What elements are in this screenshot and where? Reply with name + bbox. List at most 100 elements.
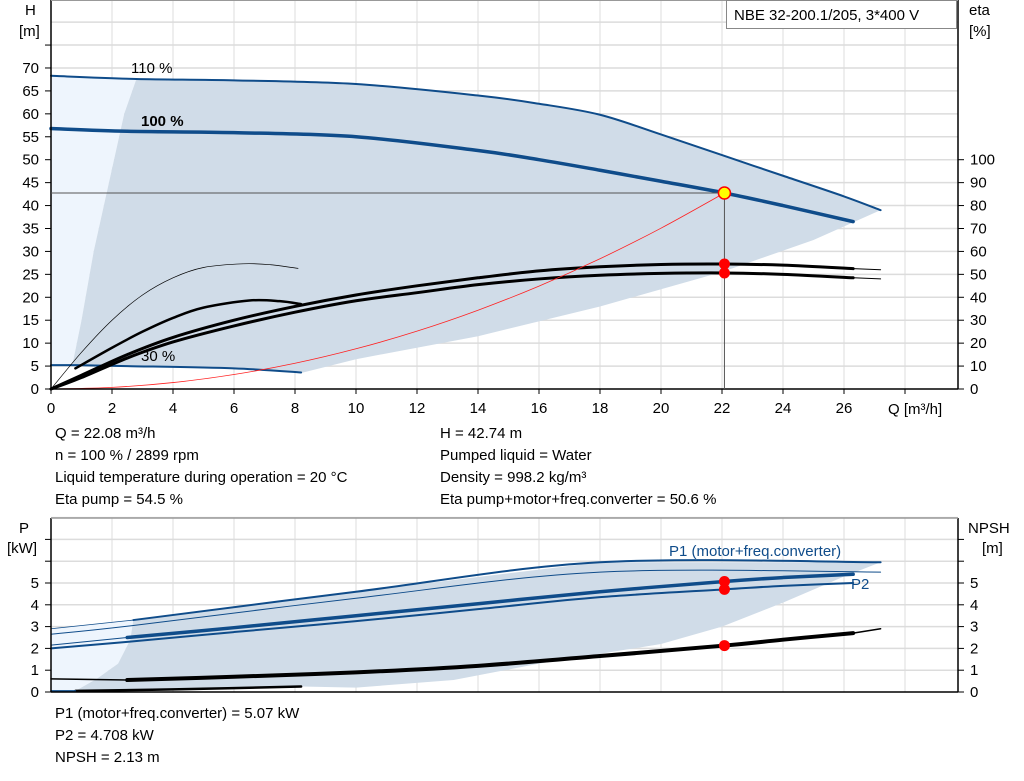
eta-axis-label: eta — [969, 2, 991, 19]
p-tick-label: 3 — [31, 619, 39, 636]
p-tick-label: 5 — [31, 575, 39, 592]
info-q: Q = 22.08 m³/h — [55, 425, 156, 442]
x-tick-label: 26 — [836, 400, 853, 417]
info-eta-pump: Eta pump = 54.5 % — [55, 491, 183, 508]
curve-label-110: 110 % — [131, 60, 172, 77]
eta-tick-label: 90 — [970, 175, 987, 192]
operating-area-region — [51, 620, 134, 691]
x-tick-label: 4 — [169, 400, 177, 417]
chart-title: NBE 32-200.1/205, 3*400 V — [734, 7, 919, 24]
h-tick-label: 15 — [22, 312, 39, 329]
eta-tick-label: 20 — [970, 335, 987, 352]
npsh-tick-label: 1 — [970, 662, 978, 679]
efficiency-curve — [50, 263, 299, 390]
x-tick-label: 18 — [592, 400, 609, 417]
power-curve — [132, 559, 882, 622]
head-curve — [50, 74, 882, 212]
h-axis-unit: [m] — [19, 23, 40, 40]
h-tick-label: 45 — [22, 175, 39, 192]
info-eta-total: Eta pump+motor+freq.converter = 50.6 % — [440, 491, 717, 508]
h-tick-label: 50 — [22, 152, 39, 169]
eta-tick-label: 10 — [970, 358, 987, 375]
efficiency-curve — [852, 277, 882, 280]
bottom-series — [50, 559, 882, 693]
x-tick-label: 22 — [714, 400, 731, 417]
head-curve — [49, 126, 855, 224]
system-curve — [50, 192, 725, 390]
power-curve — [125, 572, 855, 640]
info-p2: P2 = 4.708 kW — [55, 727, 154, 744]
power-curve — [50, 619, 134, 630]
x-tick-label: 10 — [348, 400, 365, 417]
npsh-marker — [718, 640, 730, 652]
npsh-axis-label: NPSH — [968, 520, 1010, 537]
duty-point-marker — [717, 186, 732, 200]
x-tick-label: 12 — [409, 400, 426, 417]
x-tick-label: 24 — [775, 400, 792, 417]
x-tick-label: 14 — [470, 400, 487, 417]
eta-total-marker — [718, 267, 730, 279]
h-tick-label: 25 — [22, 266, 39, 283]
info-speed: n = 100 % / 2899 rpm — [55, 447, 199, 464]
info-density: Density = 998.2 kg/m³ — [440, 469, 587, 486]
npsh-axis-unit: [m] — [982, 540, 1003, 557]
tick-labels: 0 2 4 6 8 10 12 14 16 18 20 22 24 2605101520253035404… — [22, 44, 995, 701]
npsh-tick-label: 3 — [970, 619, 978, 636]
h-tick-label: 55 — [22, 129, 39, 146]
info-p1: P1 (motor+freq.converter) = 5.07 kW — [55, 705, 300, 722]
efficiency-curve — [852, 268, 882, 271]
x-tick-label: 8 — [291, 400, 299, 417]
h-axis-label: H — [25, 2, 36, 19]
eta-axis-unit: [%] — [969, 23, 991, 40]
h-tick-label: 65 — [22, 83, 39, 100]
h-tick-label: 60 — [22, 106, 39, 123]
x-tick-label: 2 — [108, 400, 116, 417]
info-npsh: NPSH = 2.13 m — [55, 749, 160, 766]
h-tick-label: 40 — [22, 198, 39, 215]
efficiency-curve — [49, 271, 855, 391]
eta-tick-label: 70 — [970, 220, 987, 237]
npsh-curve — [125, 631, 856, 683]
h-tick-label: 30 — [22, 243, 39, 260]
p1-curve-label: P1 (motor+freq.converter) — [669, 543, 841, 560]
p-tick-label: 1 — [31, 662, 39, 679]
operating-area-region — [51, 75, 137, 366]
eta-tick-label: 80 — [970, 198, 987, 215]
p-axis-label: P — [19, 520, 29, 537]
npsh-tick-label: 5 — [970, 575, 978, 592]
x-tick-label: 20 — [653, 400, 670, 417]
power-curve — [50, 582, 855, 650]
power-curve — [50, 569, 882, 635]
info-liquid: Pumped liquid = Water — [440, 447, 592, 464]
p-tick-label: 2 — [31, 640, 39, 657]
npsh-tick-label: 2 — [970, 640, 978, 657]
p2-marker — [718, 583, 730, 595]
x-tick-label: 6 — [230, 400, 238, 417]
operating-area-region — [75, 562, 881, 691]
eta-tick-label: 30 — [970, 312, 987, 329]
curve-label-100: 100 % — [141, 113, 184, 130]
p2-curve-label: P2 — [851, 576, 869, 593]
head-curve — [50, 364, 303, 374]
eta-tick-label: 60 — [970, 243, 987, 260]
h-tick-label: 35 — [22, 220, 39, 237]
npsh-curve — [852, 628, 882, 634]
h-tick-label: 5 — [31, 358, 39, 375]
h-tick-label: 0 — [31, 381, 39, 398]
top-operating-area — [51, 75, 881, 373]
info-h: H = 42.74 m — [440, 425, 523, 442]
x-tick-label: 0 — [47, 400, 55, 417]
p1-marker — [718, 575, 730, 587]
npsh-curve — [50, 678, 128, 681]
operating-area-region — [72, 78, 881, 373]
efficiency-curve — [74, 298, 303, 370]
h-tick-label: 70 — [22, 60, 39, 77]
eta-pump-marker — [718, 258, 730, 270]
eta-tick-label: 50 — [970, 266, 987, 283]
eta-tick-label: 40 — [970, 289, 987, 306]
markers — [51, 186, 732, 652]
power-curve — [50, 637, 128, 646]
top-series — [49, 74, 882, 391]
p-tick-label: 4 — [31, 597, 39, 614]
